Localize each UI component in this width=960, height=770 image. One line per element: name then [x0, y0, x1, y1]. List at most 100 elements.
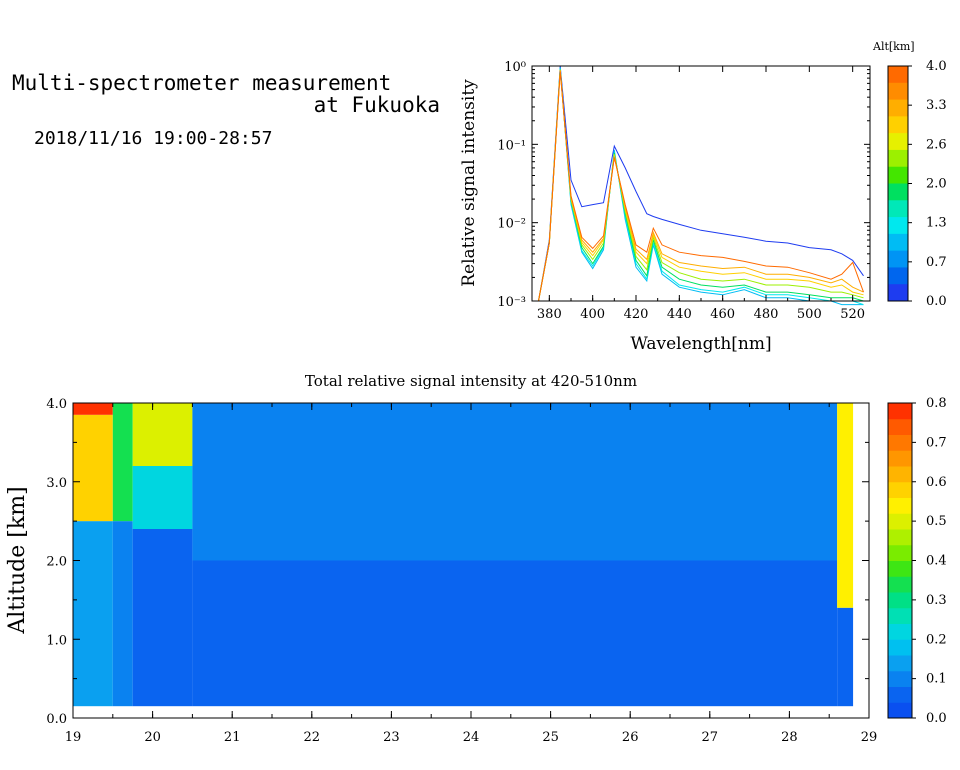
spectrum-line	[538, 70, 864, 302]
altitude-colorbar-segment	[888, 217, 908, 235]
intensity-colorbar-segment	[888, 418, 912, 435]
altitude-colorbar-segment	[888, 116, 908, 134]
intensity-colorbar-tick-label: 0.1	[926, 672, 947, 687]
intensity-colorbar-tick-label: 0.2	[926, 632, 947, 647]
heatmap-y-tick-label: 1.0	[46, 633, 67, 648]
heatmap-cell	[132, 403, 193, 466]
intensity-colorbar-segment	[888, 576, 912, 593]
altitude-colorbar-tick-label: 0.7	[926, 255, 947, 270]
intensity-colorbar-tick-label: 0.5	[926, 514, 947, 529]
spectrum-x-axis-label: Wavelength[nm]	[630, 334, 771, 354]
altitude-colorbar-segment	[888, 149, 908, 168]
spectrum-axes: 380 400 420 440 460 480 500 520 10⁰ 10⁻¹ 10⁻² 10⁻³	[497, 60, 870, 322]
intensity-colorbar-segment	[888, 403, 912, 420]
intensity-colorbar-segment	[888, 466, 912, 483]
spectrum-x-tick-label: 440	[667, 307, 692, 322]
intensity-colorbar-segment	[888, 623, 912, 640]
spectrum-y-tick-label: 10⁻¹	[497, 138, 526, 153]
altitude-colorbar-tick-label: 1.3	[926, 216, 947, 231]
altitude-colorbar-tick-label: 0.0	[926, 294, 947, 309]
heatmap-x-tick-label: 25	[542, 730, 559, 745]
spectrum-x-tick-label: 400	[580, 307, 605, 322]
heatmap-title: Total relative signal intensity at 420-5…	[305, 372, 637, 390]
intensity-colorbar-segment	[888, 655, 912, 672]
heatmap-chart: Total relative signal intensity at 420-5…	[5, 372, 947, 745]
intensity-colorbar-segment	[888, 481, 912, 498]
spectrum-y-tick-label: 10⁻³	[497, 295, 526, 310]
spectrum-y-tick-label: 10⁰	[504, 60, 526, 75]
heatmap-cell	[73, 403, 113, 415]
heatmap-cells	[73, 403, 854, 707]
intensity-colorbar-segment	[888, 434, 912, 451]
heatmap-x-tick-label: 26	[622, 730, 639, 745]
intensity-colorbar-tick-label: 0.0	[926, 711, 947, 726]
heatmap-cell	[192, 560, 838, 707]
altitude-colorbar-segment	[888, 200, 908, 218]
heatmap-cell	[192, 403, 838, 561]
altitude-colorbar-tick-label: 3.3	[926, 98, 947, 113]
altitude-colorbar-segment	[888, 133, 908, 151]
intensity-colorbar-segment	[888, 592, 912, 609]
heatmap-x-tick-label: 19	[65, 730, 82, 745]
heatmap-x-tick-label: 21	[224, 730, 241, 745]
intensity-colorbar-segment	[888, 686, 912, 703]
altitude-colorbar-tick-label: 2.6	[926, 137, 947, 152]
heatmap-x-tick-label: 29	[861, 730, 878, 745]
heatmap-y-tick-label: 2.0	[46, 555, 67, 570]
altitude-colorbar-segment	[888, 284, 908, 302]
heatmap-cell	[112, 403, 133, 522]
heatmap-x-tick-label: 24	[463, 730, 480, 745]
intensity-colorbar-segment	[888, 529, 912, 546]
spectrum-line	[538, 68, 864, 306]
altitude-colorbar-segment	[888, 66, 908, 84]
altitude-colorbar-segment	[888, 183, 908, 201]
altitude-colorbar-tick-label: 2.0	[926, 177, 947, 192]
heatmap-cell	[112, 521, 133, 707]
measurement-datetime: 2018/11/16 19:00-28:57	[34, 128, 273, 149]
spectrum-x-tick-label: 520	[840, 307, 865, 322]
heatmap-axes: 19 20 21 22 23 24 25 26 27 28 29 0.0 1.0 2.0 3.0 4.0	[46, 397, 877, 745]
intensity-colorbar-tick-label: 0.6	[926, 475, 947, 490]
intensity-colorbar-segment	[888, 544, 912, 561]
intensity-colorbar-segment	[888, 702, 912, 719]
heatmap-x-tick-label: 23	[383, 730, 400, 745]
altitude-colorbar-segment	[888, 82, 908, 101]
altitude-colorbar-segment	[888, 250, 908, 268]
spectrum-y-tick-label: 10⁻²	[497, 217, 526, 232]
heatmap-y-tick-label: 4.0	[46, 397, 67, 412]
spectrum-x-tick-label: 380	[537, 307, 562, 322]
spectrum-x-tick-label: 460	[710, 307, 735, 322]
spectrum-line	[538, 69, 864, 302]
spectrum-chart: 380 400 420 440 460 480 500 52010⁰10⁻¹10⁻²10⁻³ …	[459, 40, 947, 354]
intensity-colorbar-segment	[888, 670, 912, 687]
spectrum-x-tick-label: 500	[797, 307, 822, 322]
spectrum-y-axis-label: Relative signal intensity	[459, 79, 479, 287]
altitude-colorbar-segment	[888, 267, 908, 285]
heatmap-x-tick-label: 20	[144, 730, 161, 745]
intensity-colorbar: 0.0 0.1 0.2 0.3 0.4 0.5 0.6 0.7 0.8	[887, 396, 947, 726]
altitude-colorbar-tick-label: 4.0	[926, 59, 947, 74]
title-line-1: Multi-spectrometer measurement	[12, 71, 392, 95]
intensity-colorbar-tick-label: 0.3	[926, 593, 947, 608]
intensity-colorbar-segment	[888, 513, 912, 530]
altitude-colorbar-segment	[888, 233, 908, 252]
altitude-colorbar: 4.0 3.3 2.6 2.0 1.3 0.7 0.0	[887, 59, 947, 309]
spectrum-x-tick-label: 420	[624, 307, 649, 322]
heatmap-y-tick-label: 3.0	[46, 476, 67, 491]
intensity-colorbar-segment	[888, 450, 912, 467]
intensity-colorbar-tick-label: 0.4	[926, 554, 947, 569]
spectrum-line	[538, 69, 864, 302]
altitude-colorbar-label: Alt[km]	[872, 40, 915, 53]
spectrum-line	[538, 70, 864, 302]
intensity-colorbar-segment	[888, 639, 912, 656]
heatmap-cell	[73, 414, 113, 522]
heatmap-x-tick-label: 28	[781, 730, 798, 745]
heatmap-y-tick-label: 0.0	[46, 712, 67, 727]
heatmap-cell	[837, 607, 854, 707]
spectrum-line	[538, 71, 864, 302]
heatmap-cell	[73, 521, 113, 707]
heatmap-x-tick-label: 22	[304, 730, 321, 745]
altitude-colorbar-segment	[888, 99, 908, 117]
intensity-colorbar-tick-label: 0.8	[926, 396, 947, 411]
